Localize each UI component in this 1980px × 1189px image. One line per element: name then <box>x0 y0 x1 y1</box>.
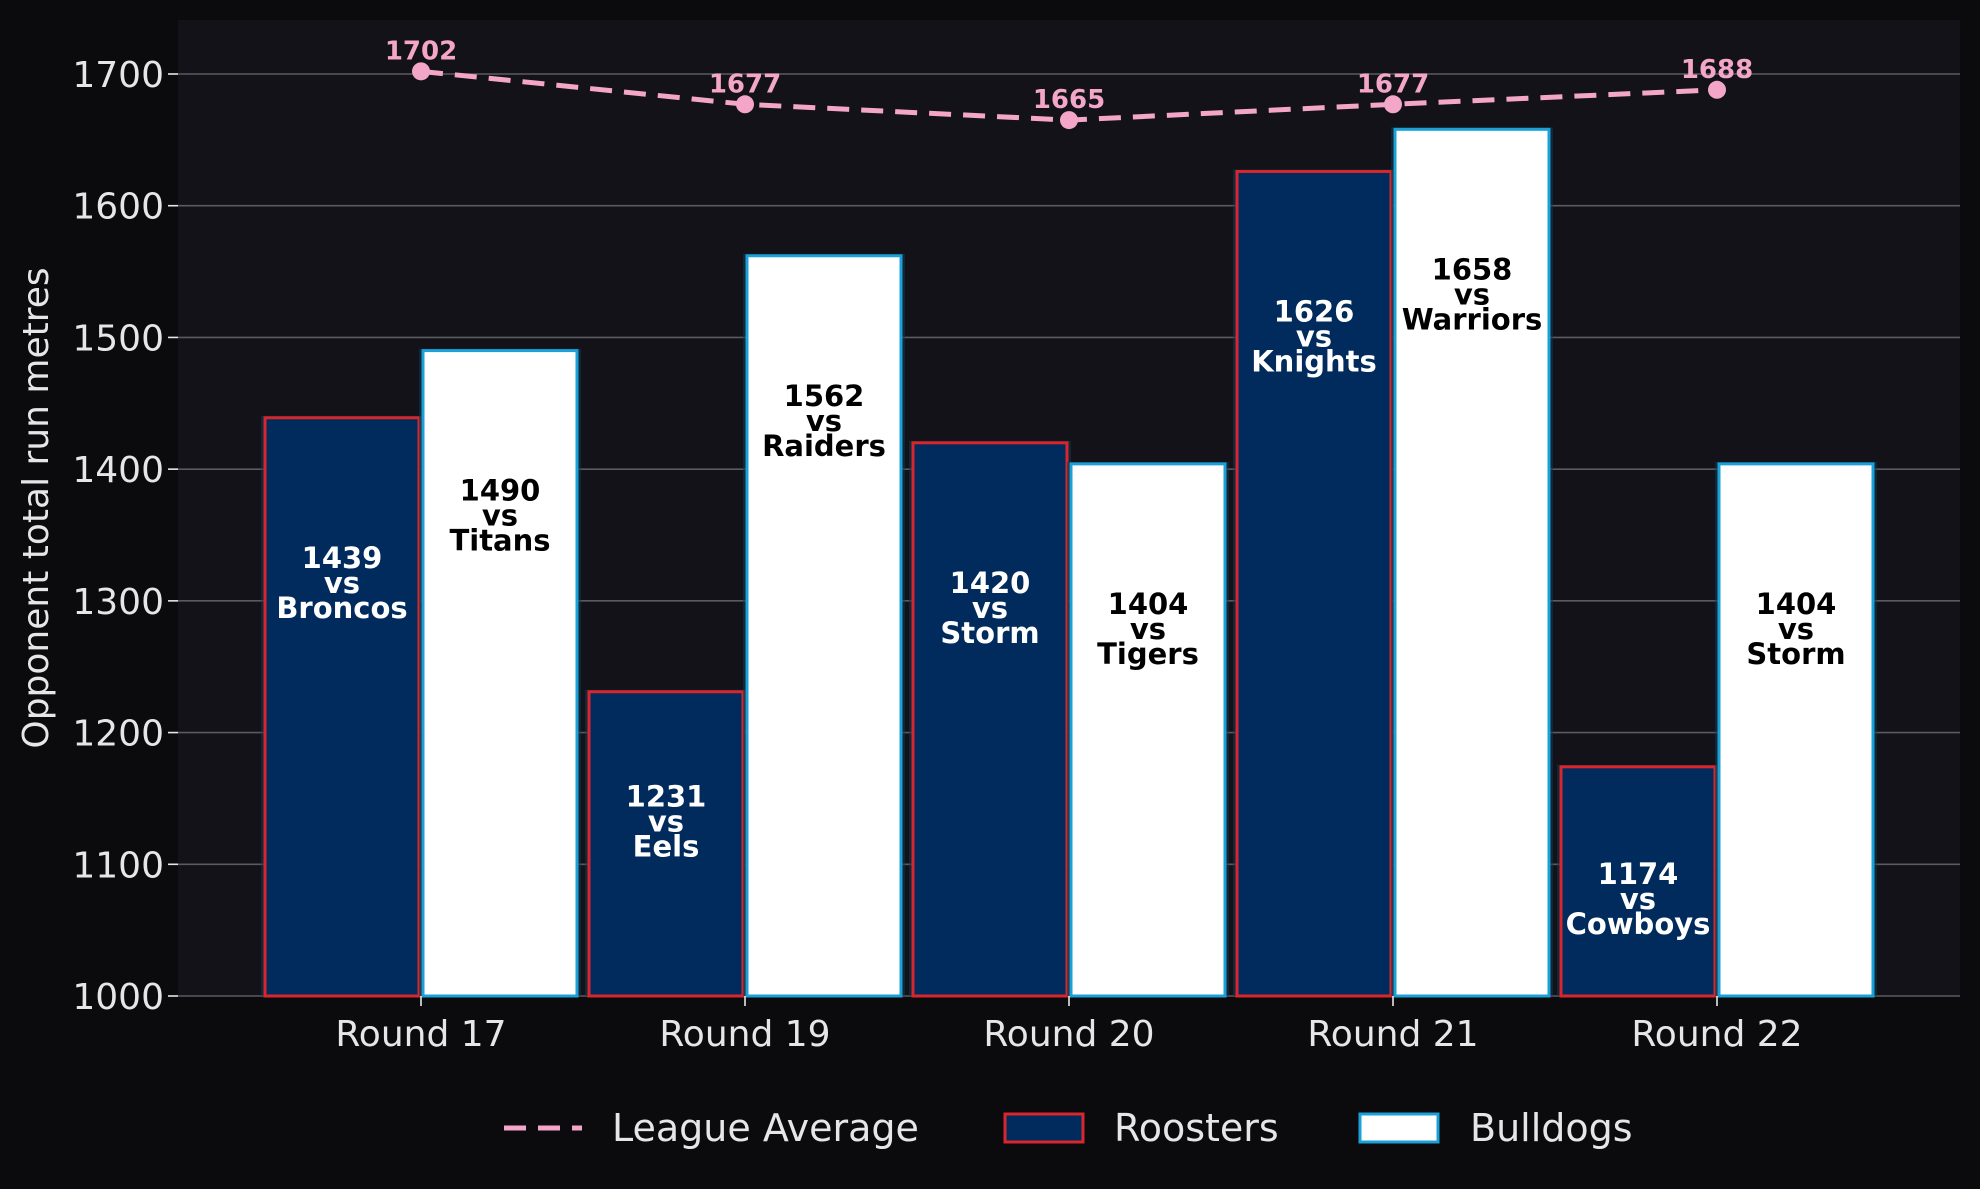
bar-bulldogs-round-21 <box>1393 127 1551 998</box>
league-average-value-label: 1688 <box>1681 55 1753 85</box>
legend-label-bulldogs: Bulldogs <box>1470 1106 1633 1150</box>
y-tick-label: 1400 <box>72 450 164 491</box>
bar-value-label: 1626 <box>1274 294 1355 328</box>
bar-value-label: 1562 <box>784 379 865 413</box>
bar-opponent-label: Storm <box>1746 637 1845 671</box>
league-average-point <box>412 62 430 81</box>
bar-opponent-label: Tigers <box>1097 637 1199 671</box>
x-tick-label: Round 22 <box>1631 1014 1802 1055</box>
bar-value-label: 1404 <box>1108 587 1189 621</box>
bar-opponent-label: Eels <box>633 830 700 864</box>
legend-label-league-average: League Average <box>612 1106 919 1150</box>
bar-bulldogs-round-20 <box>1069 462 1227 998</box>
bar-bulldogs-round-19 <box>745 254 903 998</box>
y-tick-label: 1700 <box>72 55 164 96</box>
x-tick-label: Round 17 <box>335 1014 506 1055</box>
bar-value-label: 1420 <box>950 566 1031 600</box>
bar-opponent-label: Warriors <box>1402 302 1543 336</box>
bar-vs-label: vs <box>806 404 842 438</box>
league-average-point <box>736 95 754 114</box>
legend-swatch-roosters <box>1003 1112 1085 1144</box>
bar-roosters-round-17 <box>263 416 421 998</box>
bar-value-label: 1174 <box>1598 857 1679 891</box>
legend-label-roosters: Roosters <box>1114 1106 1279 1150</box>
y-tick-label: 1200 <box>72 714 164 755</box>
bar-vs-label: vs <box>648 805 684 839</box>
bar-vs-label: vs <box>1454 277 1490 311</box>
league-average-point <box>1708 80 1726 99</box>
bar-vs-label: vs <box>324 566 360 600</box>
bar-roosters-round-20 <box>911 441 1069 998</box>
bar-vs-label: vs <box>1130 612 1166 646</box>
bar-vs-label: vs <box>1620 882 1656 916</box>
bar-value-label: 1404 <box>1756 587 1837 621</box>
bar-vs-label: vs <box>1778 612 1814 646</box>
y-tick-label: 1600 <box>72 187 164 228</box>
bar-value-label: 1439 <box>302 541 383 575</box>
y-tick-label: 1500 <box>72 318 164 359</box>
bar-vs-label: vs <box>972 591 1008 625</box>
bar-vs-label: vs <box>1296 319 1332 353</box>
x-tick-label: Round 21 <box>1307 1014 1478 1055</box>
league-average-value-label: 1665 <box>1033 85 1105 115</box>
bar-opponent-label: Cowboys <box>1566 907 1711 941</box>
bar-vs-label: vs <box>482 499 518 533</box>
league-average-value-label: 1677 <box>1357 69 1429 99</box>
league-average-point <box>1060 111 1078 130</box>
y-tick-label: 1300 <box>72 582 164 623</box>
bar-opponent-label: Broncos <box>276 591 407 625</box>
x-tick-label: Round 20 <box>983 1014 1154 1055</box>
bar-opponent-label: Titans <box>449 524 550 558</box>
legend-swatch-bulldogs <box>1358 1112 1440 1144</box>
bar-roosters-round-19 <box>587 690 745 998</box>
y-tick-label: 1100 <box>72 845 164 886</box>
bar-value-label: 1490 <box>460 474 541 508</box>
bar-opponent-label: Raiders <box>762 429 886 463</box>
league-average-value-label: 1702 <box>385 36 457 66</box>
league-average-value-label: 1677 <box>709 69 781 99</box>
bar-roosters-round-21 <box>1235 169 1393 998</box>
bar-bulldogs-round-22 <box>1717 462 1875 998</box>
bar-opponent-label: Knights <box>1251 344 1377 378</box>
bar-value-label: 1658 <box>1432 252 1513 286</box>
x-tick-label: Round 19 <box>659 1014 830 1055</box>
y-tick-label: 1000 <box>72 977 164 1018</box>
league-average-point <box>1384 95 1402 114</box>
bar-value-label: 1231 <box>626 780 707 814</box>
y-axis-title: Opponent total run metres <box>16 267 57 748</box>
bar-opponent-label: Storm <box>940 616 1039 650</box>
bar-bulldogs-round-17 <box>421 349 579 998</box>
